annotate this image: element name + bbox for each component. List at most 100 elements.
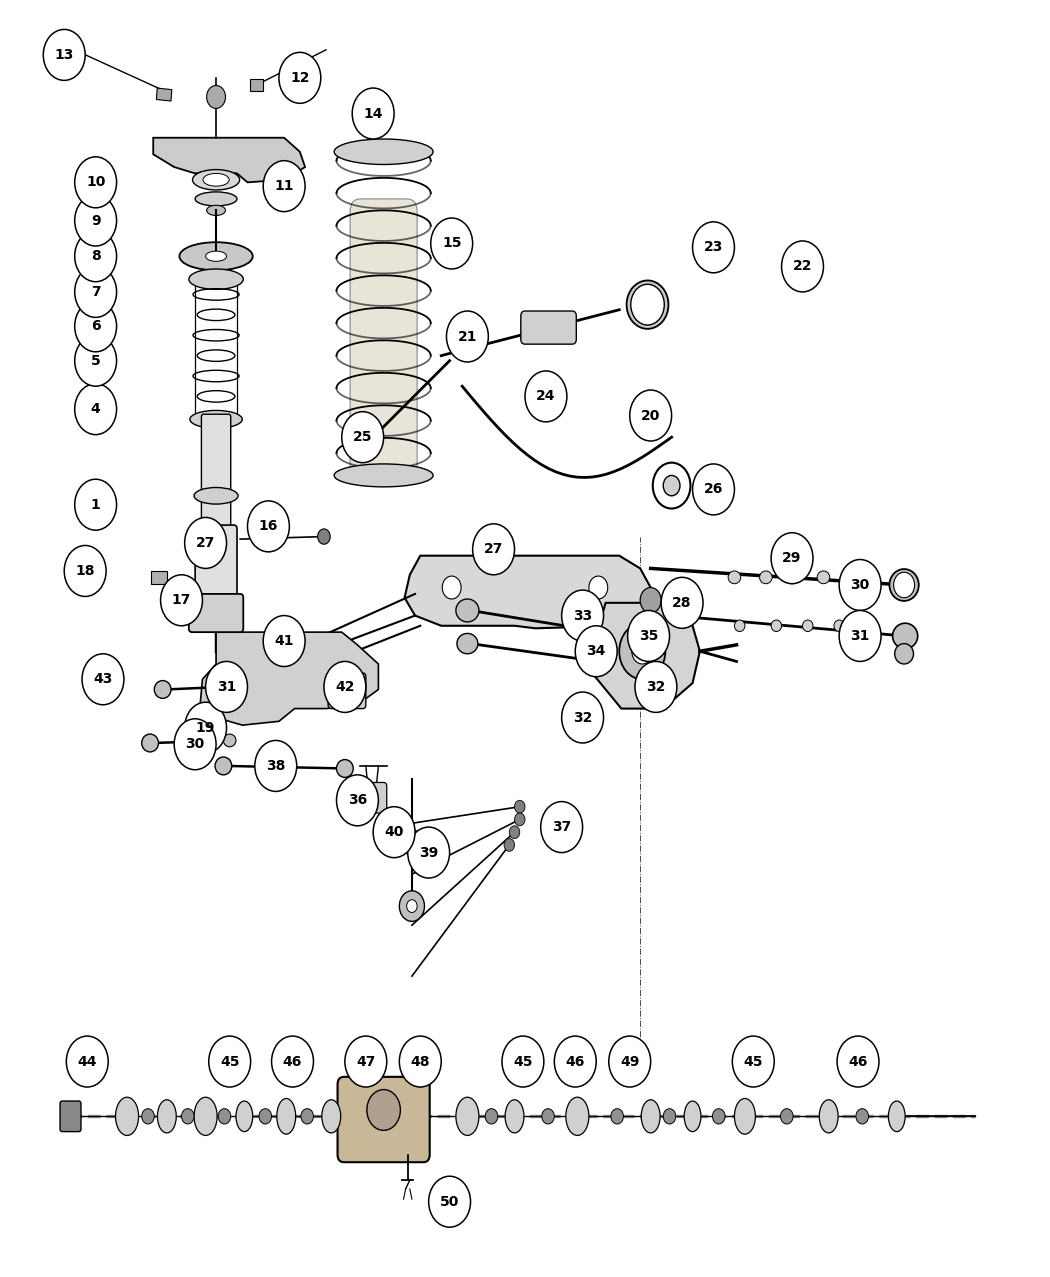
- Text: 27: 27: [196, 536, 215, 550]
- Circle shape: [209, 1036, 251, 1087]
- Text: 15: 15: [442, 236, 461, 250]
- Circle shape: [399, 891, 424, 922]
- Circle shape: [472, 524, 514, 575]
- Text: 33: 33: [573, 609, 592, 623]
- Text: 31: 31: [217, 679, 236, 693]
- Polygon shape: [404, 555, 651, 628]
- Text: 21: 21: [458, 329, 477, 344]
- Circle shape: [336, 775, 378, 826]
- Circle shape: [75, 479, 117, 530]
- Circle shape: [575, 626, 617, 677]
- Circle shape: [248, 501, 290, 552]
- Ellipse shape: [819, 1099, 838, 1133]
- Circle shape: [446, 312, 488, 361]
- Text: 13: 13: [55, 49, 74, 61]
- Circle shape: [142, 1108, 154, 1124]
- FancyBboxPatch shape: [521, 312, 576, 345]
- Text: 30: 30: [850, 578, 869, 593]
- Text: 32: 32: [646, 679, 666, 693]
- Text: 30: 30: [186, 737, 205, 751]
- Text: 16: 16: [258, 520, 278, 534]
- Circle shape: [185, 517, 227, 568]
- Circle shape: [174, 719, 216, 770]
- Text: 20: 20: [640, 409, 660, 423]
- Circle shape: [259, 1108, 272, 1124]
- Text: 34: 34: [587, 644, 606, 658]
- Ellipse shape: [771, 621, 781, 632]
- Circle shape: [541, 802, 583, 853]
- Bar: [151, 571, 167, 584]
- Circle shape: [75, 231, 117, 282]
- Ellipse shape: [627, 281, 669, 329]
- Circle shape: [713, 1108, 724, 1124]
- Text: 1: 1: [90, 498, 101, 512]
- Text: 45: 45: [219, 1055, 239, 1069]
- Circle shape: [218, 1108, 231, 1124]
- Circle shape: [407, 827, 449, 879]
- Ellipse shape: [487, 539, 504, 555]
- Circle shape: [732, 1036, 774, 1087]
- Ellipse shape: [322, 1099, 340, 1133]
- Ellipse shape: [194, 488, 238, 504]
- Text: 48: 48: [411, 1055, 430, 1069]
- Circle shape: [43, 29, 85, 80]
- Polygon shape: [595, 603, 700, 709]
- Ellipse shape: [889, 570, 919, 601]
- Text: 8: 8: [90, 249, 101, 263]
- Circle shape: [182, 1108, 194, 1124]
- Text: 29: 29: [782, 552, 802, 566]
- Text: 17: 17: [172, 594, 191, 608]
- Ellipse shape: [685, 1101, 701, 1131]
- Ellipse shape: [457, 633, 478, 654]
- Circle shape: [206, 661, 248, 713]
- Ellipse shape: [888, 1101, 905, 1131]
- Text: 25: 25: [353, 430, 373, 444]
- Circle shape: [664, 1108, 676, 1124]
- Circle shape: [406, 900, 417, 913]
- Ellipse shape: [759, 571, 772, 584]
- Ellipse shape: [566, 1097, 589, 1135]
- Text: 40: 40: [384, 825, 404, 839]
- Text: 32: 32: [573, 710, 592, 724]
- FancyBboxPatch shape: [189, 594, 244, 632]
- Ellipse shape: [336, 760, 353, 778]
- Circle shape: [352, 88, 394, 139]
- Circle shape: [401, 830, 422, 856]
- Circle shape: [341, 411, 383, 462]
- Circle shape: [318, 529, 330, 544]
- Circle shape: [82, 654, 124, 705]
- Text: 31: 31: [850, 630, 869, 642]
- Text: 38: 38: [266, 759, 286, 773]
- Circle shape: [664, 475, 680, 495]
- Ellipse shape: [358, 427, 381, 452]
- Ellipse shape: [456, 599, 479, 622]
- Text: 9: 9: [91, 213, 101, 227]
- Text: 37: 37: [552, 820, 571, 834]
- Circle shape: [207, 86, 226, 109]
- Bar: [250, 79, 264, 91]
- Circle shape: [66, 1036, 108, 1087]
- Text: 45: 45: [513, 1055, 532, 1069]
- Ellipse shape: [224, 734, 236, 747]
- Text: 50: 50: [440, 1195, 459, 1209]
- Circle shape: [611, 1108, 624, 1124]
- Circle shape: [366, 1089, 400, 1130]
- FancyBboxPatch shape: [202, 414, 231, 536]
- Ellipse shape: [278, 633, 301, 656]
- Text: 45: 45: [743, 1055, 763, 1069]
- Text: 46: 46: [282, 1055, 302, 1069]
- Text: 5: 5: [90, 354, 101, 368]
- Circle shape: [442, 576, 461, 599]
- Ellipse shape: [734, 1098, 755, 1134]
- Text: 26: 26: [704, 483, 723, 497]
- Circle shape: [64, 545, 106, 596]
- Text: 47: 47: [356, 1055, 376, 1069]
- Circle shape: [75, 195, 117, 246]
- Circle shape: [75, 157, 117, 208]
- Text: 4: 4: [90, 402, 101, 416]
- Ellipse shape: [206, 252, 227, 262]
- Text: 23: 23: [704, 240, 723, 254]
- Circle shape: [693, 464, 734, 515]
- Circle shape: [542, 1108, 554, 1124]
- Circle shape: [75, 383, 117, 434]
